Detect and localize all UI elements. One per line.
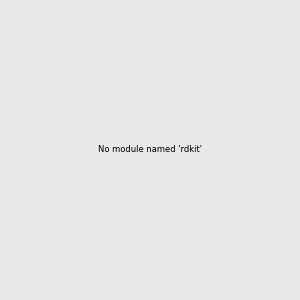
Text: No module named 'rdkit': No module named 'rdkit' xyxy=(98,146,202,154)
